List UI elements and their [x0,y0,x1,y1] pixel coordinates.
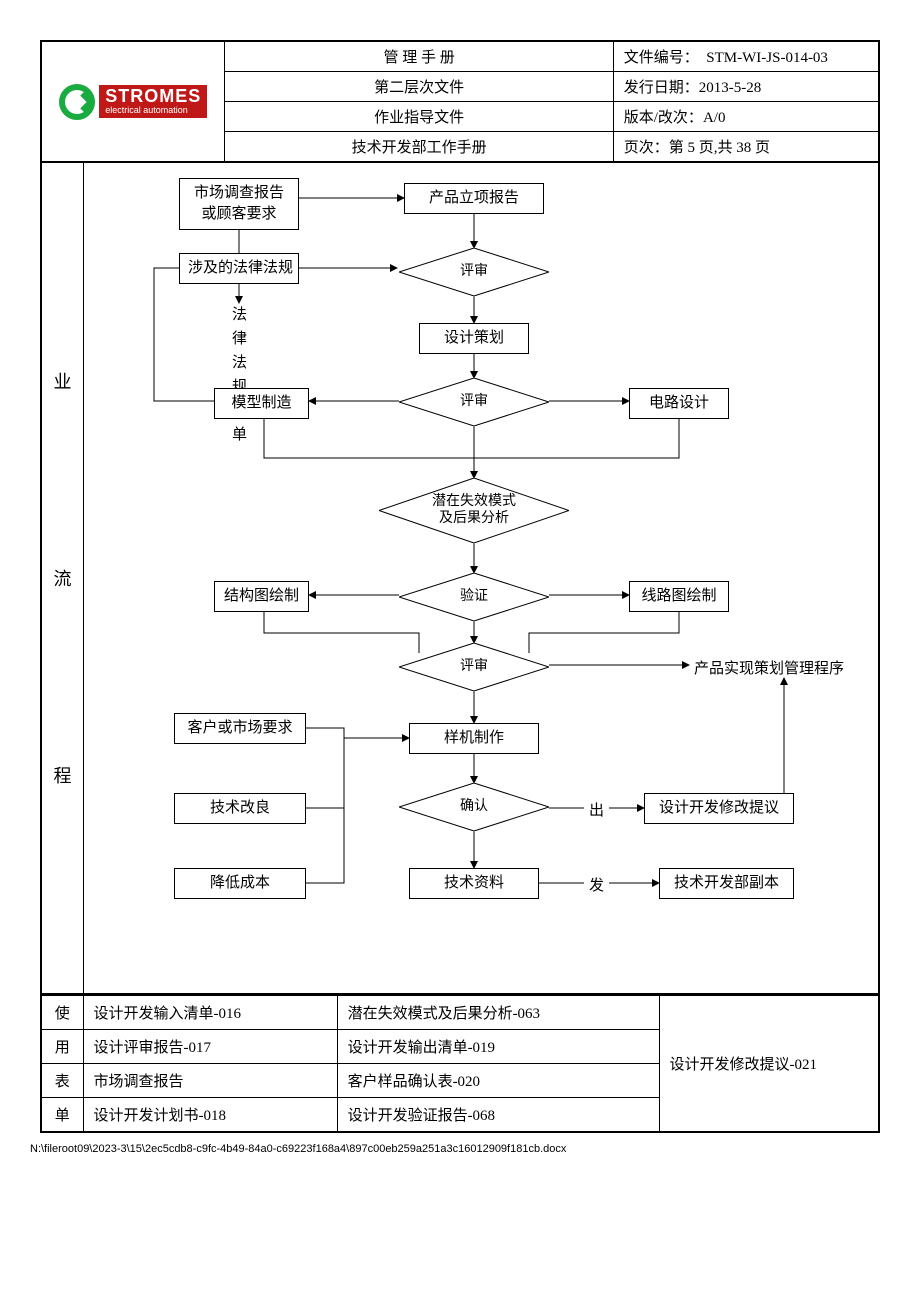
node-confirm: 确认 [399,783,549,831]
logo-cell: STROMES electrical automation [41,41,225,162]
flowchart-container: 业 流 程 [40,163,880,995]
node-circuit: 电路设计 [629,388,729,419]
node-review2: 评审 [399,378,549,426]
logo-sub: electrical automation [105,106,201,116]
side-c1: 业 [54,368,72,394]
node-tech-copy: 技术开发部副本 [659,868,794,899]
header-row4: 技术开发部工作手册 [225,132,613,163]
issue-date: 发行日期：2013-5-28 [613,72,879,102]
header-table: STROMES electrical automation 管 理 手 册 文件… [40,40,880,163]
label-out: 出 [589,799,604,820]
node-review1: 评审 [399,248,549,296]
node-design-plan: 设计策划 [419,323,529,354]
header-row3: 作业指导文件 [225,102,613,132]
forms-c2-r2: 设计开发输出清单-019 [337,1030,659,1064]
node-product-report: 产品立项报告 [404,183,544,214]
forms-c2-r1: 潜在失效模式及后果分析-063 [337,996,659,1030]
forms-side-r3: 表 [41,1064,83,1098]
node-route-draw: 线路图绘制 [629,581,729,612]
side-c2: 流 [54,565,72,591]
node-struct-draw: 结构图绘制 [214,581,309,612]
logo-name: STROMES [105,87,201,107]
node-laws: 涉及的法律法规 [179,253,299,284]
node-review3: 评审 [399,643,549,691]
forms-c1-r1: 设计开发输入清单-016 [83,996,337,1030]
node-cust-req: 客户或市场要求 [174,713,306,744]
node-fmea: 潜在失效模式 及后果分析 [379,478,569,543]
node-model-make: 模型制造 [214,388,309,419]
flow-area: 市场调查报告 或顾客要求 产品立项报告 涉及的法律法规 法 律 法 规 清 单 … [84,163,878,993]
forms-side-r1: 使 [41,996,83,1030]
forms-c1-r2: 设计评审报告-017 [83,1030,337,1064]
node-proto: 样机制作 [409,723,539,754]
node-prod-plan-mgmt: 产品实现策划管理程序 [694,657,844,678]
node-design-mod: 设计开发修改提议 [644,793,794,824]
node-laws-list: 法 律 法 规 清 单 [232,303,247,447]
label-fa: 发 [589,874,604,895]
side-c3: 程 [54,762,72,788]
forms-c2-r4: 设计开发验证报告-068 [337,1098,659,1133]
node-reduce-cost: 降低成本 [174,868,306,899]
header-title: 管 理 手 册 [225,41,613,72]
forms-side-r4: 单 [41,1098,83,1133]
node-verify: 验证 [399,573,549,621]
logo-text: STROMES electrical automation [99,85,207,119]
version: 版本/改次：A/0 [613,102,879,132]
node-market-survey: 市场调查报告 或顾客要求 [179,178,299,230]
node-tech-improve: 技术改良 [174,793,306,824]
footer-path: N:\fileroot09\2023-3\15\2ec5cdb8-c9fc-4b… [30,1143,566,1155]
forms-table: 使 设计开发输入清单-016 潜在失效模式及后果分析-063 设计开发修改提议-… [40,995,880,1133]
forms-side-r2: 用 [41,1030,83,1064]
side-label: 业 流 程 [42,163,84,993]
page-no: 页次：第 5 页,共 38 页 [613,132,879,163]
forms-c1-r3: 市场调查报告 [83,1064,337,1098]
forms-c1-r4: 设计开发计划书-018 [83,1098,337,1133]
forms-c2-r3: 客户样品确认表-020 [337,1064,659,1098]
node-tech-data: 技术资料 [409,868,539,899]
header-row2: 第二层次文件 [225,72,613,102]
doc-no: 文件编号： STM-WI-JS-014-03 [613,41,879,72]
logo-icon [59,84,95,120]
forms-c3: 设计开发修改提议-021 [659,996,879,1133]
